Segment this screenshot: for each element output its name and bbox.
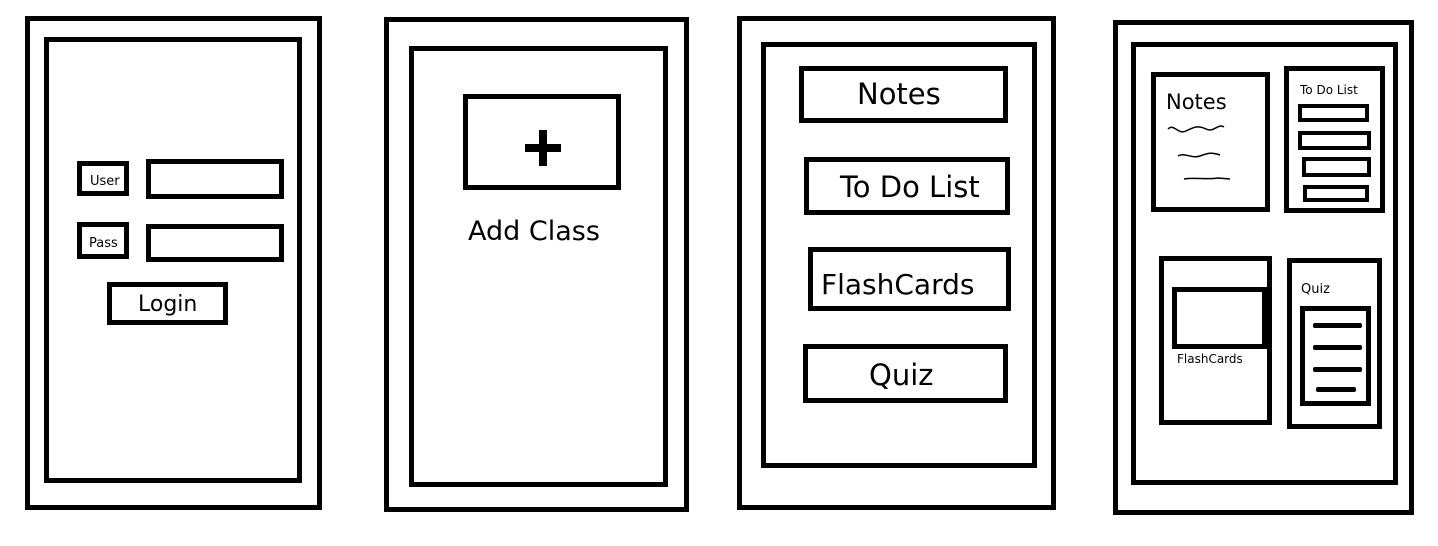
quiz-button[interactable]: Quiz	[803, 344, 1008, 403]
login-button[interactable]: Login	[107, 282, 228, 325]
login-button-label: Login	[138, 292, 198, 317]
todo-item	[1298, 104, 1369, 122]
flashcards-card[interactable]: FlashCards	[1159, 256, 1272, 425]
notes-scribble-icon	[1167, 125, 1231, 180]
flashcards-card-label: FlashCards	[1177, 352, 1243, 366]
flashcards-button-label: FlashCards	[821, 268, 975, 301]
notes-card-title: Notes	[1166, 90, 1227, 114]
notes-button[interactable]: Notes	[799, 66, 1008, 123]
todo-card-title: To Do List	[1300, 83, 1358, 97]
flashcard-preview	[1172, 287, 1267, 349]
todo-item	[1303, 185, 1369, 202]
quiz-line	[1313, 323, 1362, 328]
user-label: User	[90, 174, 120, 189]
flashcards-button[interactable]: FlashCards	[808, 247, 1011, 311]
add-class-screen	[409, 46, 668, 487]
todo-item	[1298, 131, 1371, 150]
quiz-card[interactable]: Quiz	[1287, 258, 1382, 429]
pass-label-box: Pass	[77, 222, 129, 259]
todo-list-button-label: To Do List	[840, 170, 980, 204]
quiz-line	[1313, 367, 1362, 372]
todo-card[interactable]: To Do List	[1284, 66, 1385, 213]
username-input[interactable]	[146, 159, 284, 199]
notes-card[interactable]: Notes	[1151, 72, 1270, 212]
quiz-line	[1316, 387, 1356, 392]
todo-item	[1302, 157, 1371, 177]
quiz-line	[1313, 345, 1362, 350]
quiz-sheet	[1300, 306, 1371, 406]
pass-label: Pass	[89, 236, 118, 251]
quiz-card-title: Quiz	[1301, 282, 1330, 297]
quiz-button-label: Quiz	[869, 358, 934, 392]
user-label-box: User	[77, 161, 129, 196]
add-class-label: Add Class	[468, 216, 600, 247]
plus-icon	[525, 130, 561, 166]
notes-button-label: Notes	[857, 77, 941, 111]
add-class-button[interactable]	[463, 94, 621, 190]
todo-list-button[interactable]: To Do List	[804, 157, 1010, 215]
password-input[interactable]	[146, 224, 284, 262]
